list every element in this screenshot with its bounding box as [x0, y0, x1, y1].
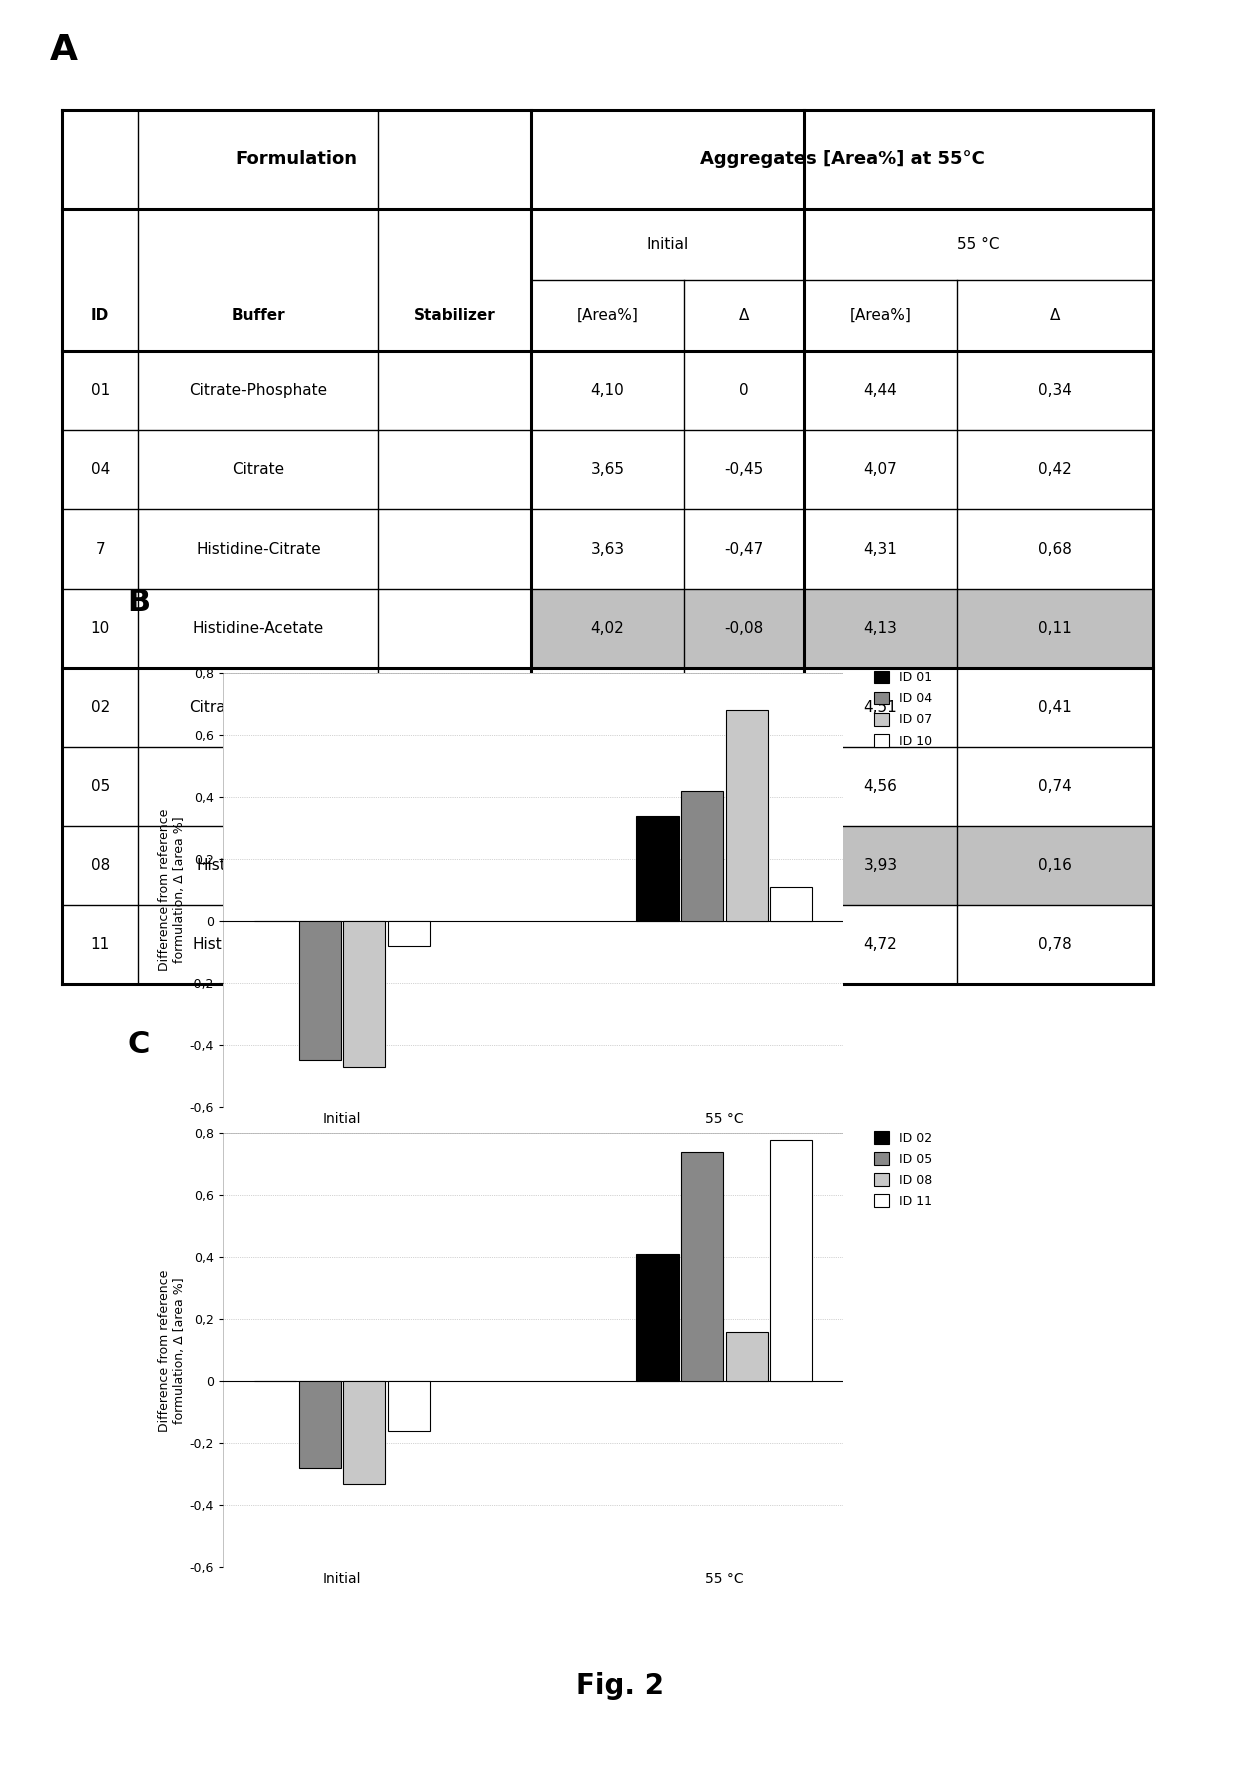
Text: 11: 11 [91, 937, 110, 951]
Text: Buffer: Buffer [232, 308, 285, 322]
Text: -0,45: -0,45 [724, 462, 764, 478]
Text: Δ: Δ [1050, 308, 1060, 322]
Text: -0,08: -0,08 [724, 620, 764, 636]
Text: 0,68: 0,68 [1038, 542, 1071, 556]
Text: 0: 0 [739, 700, 749, 715]
Text: 4,10: 4,10 [590, 700, 625, 715]
Text: Citrate: Citrate [232, 462, 284, 478]
Bar [957, 588, 1153, 668]
Text: EDTA: EDTA [435, 700, 475, 715]
Text: Initial: Initial [646, 237, 688, 251]
Text: 3,94: 3,94 [590, 937, 625, 951]
Bar [770, 1141, 812, 1381]
Text: 4,72: 4,72 [863, 937, 898, 951]
Text: 0,34: 0,34 [1038, 383, 1071, 398]
Text: Δ: Δ [739, 308, 749, 322]
Text: 0,11: 0,11 [1038, 620, 1071, 636]
Text: -0,33: -0,33 [724, 857, 764, 873]
Text: [Area%]: [Area%] [577, 308, 639, 322]
Bar [299, 1381, 341, 1468]
Text: Histidine-Citrate: Histidine-Citrate [196, 542, 321, 556]
Text: 4,02: 4,02 [590, 620, 625, 636]
Text: 0,41: 0,41 [1038, 700, 1071, 715]
Text: 3,63: 3,63 [590, 542, 625, 556]
Bar [388, 921, 430, 946]
Text: Histidine-Citrate: Histidine-Citrate [196, 857, 321, 873]
Text: Citrate: Citrate [232, 779, 284, 793]
Text: Formulation: Formulation [236, 151, 357, 168]
Bar [725, 1332, 768, 1381]
Text: 10: 10 [91, 620, 110, 636]
Text: B: B [128, 588, 150, 616]
Text: 4,51: 4,51 [863, 700, 898, 715]
Text: 3,77: 3,77 [590, 857, 625, 873]
Bar [684, 825, 804, 905]
Bar [804, 825, 957, 905]
Bar [299, 921, 341, 1061]
Text: Fig. 2: Fig. 2 [577, 1672, 663, 1700]
Text: 3,93: 3,93 [863, 857, 898, 873]
Bar [684, 588, 804, 668]
Bar [636, 815, 678, 921]
Text: 4,10: 4,10 [590, 383, 625, 398]
Text: 01: 01 [91, 383, 110, 398]
Text: 4,44: 4,44 [863, 383, 898, 398]
Bar [531, 588, 684, 668]
Text: A: A [50, 34, 78, 67]
Text: Citrate-Phosphate: Citrate-Phosphate [190, 383, 327, 398]
Bar [681, 1153, 723, 1381]
Text: 0,42: 0,42 [1038, 462, 1071, 478]
Text: EDTA: EDTA [435, 857, 475, 873]
Text: -0,47: -0,47 [724, 542, 764, 556]
Text: -0,28: -0,28 [724, 779, 764, 793]
Text: 02: 02 [91, 700, 110, 715]
Text: 4,56: 4,56 [863, 779, 898, 793]
Text: -0,16: -0,16 [724, 937, 764, 951]
Bar [343, 1381, 386, 1484]
Bar [725, 710, 768, 921]
Bar [804, 588, 957, 668]
Text: 3,82: 3,82 [590, 779, 625, 793]
Text: 4,13: 4,13 [863, 620, 898, 636]
Text: Citrate-Phosphate: Citrate-Phosphate [190, 700, 327, 715]
Text: 4,31: 4,31 [863, 542, 898, 556]
Text: ID: ID [91, 308, 109, 322]
Bar [681, 792, 723, 921]
Text: 05: 05 [91, 779, 110, 793]
Text: EDTA: EDTA [435, 937, 475, 951]
Legend: ID 02, ID 05, ID 08, ID 11: ID 02, ID 05, ID 08, ID 11 [874, 1132, 932, 1208]
Text: 0: 0 [739, 383, 749, 398]
Text: 7: 7 [95, 542, 105, 556]
Text: 0,78: 0,78 [1038, 937, 1071, 951]
Y-axis label: Difference from reference
formulation, Δ [area %]: Difference from reference formulation, Δ… [157, 1270, 186, 1431]
Text: Histidine-Acetate: Histidine-Acetate [192, 620, 324, 636]
Text: 04: 04 [91, 462, 110, 478]
Text: 3,65: 3,65 [590, 462, 625, 478]
Bar [770, 887, 812, 921]
Text: 0,74: 0,74 [1038, 779, 1071, 793]
Bar [957, 825, 1153, 905]
Text: 55 °C: 55 °C [957, 237, 999, 251]
Text: Stabilizer: Stabilizer [414, 308, 496, 322]
Text: 08: 08 [91, 857, 110, 873]
Text: 0,16: 0,16 [1038, 857, 1071, 873]
Legend: ID 01, ID 04, ID 07, ID 10: ID 01, ID 04, ID 07, ID 10 [874, 671, 932, 747]
Bar [343, 921, 386, 1066]
Text: 4,07: 4,07 [863, 462, 898, 478]
Text: [Area%]: [Area%] [849, 308, 911, 322]
Y-axis label: Difference from reference
formulation, Δ [area %]: Difference from reference formulation, Δ… [157, 809, 186, 971]
Bar [388, 1381, 430, 1431]
Bar [636, 1254, 678, 1381]
Text: Aggregates [Area%] at 55°C: Aggregates [Area%] at 55°C [699, 151, 985, 168]
Bar [531, 825, 684, 905]
Text: Histidine-Acetate: Histidine-Acetate [192, 937, 324, 951]
Text: C: C [128, 1031, 150, 1059]
Text: EDTA: EDTA [435, 779, 475, 793]
